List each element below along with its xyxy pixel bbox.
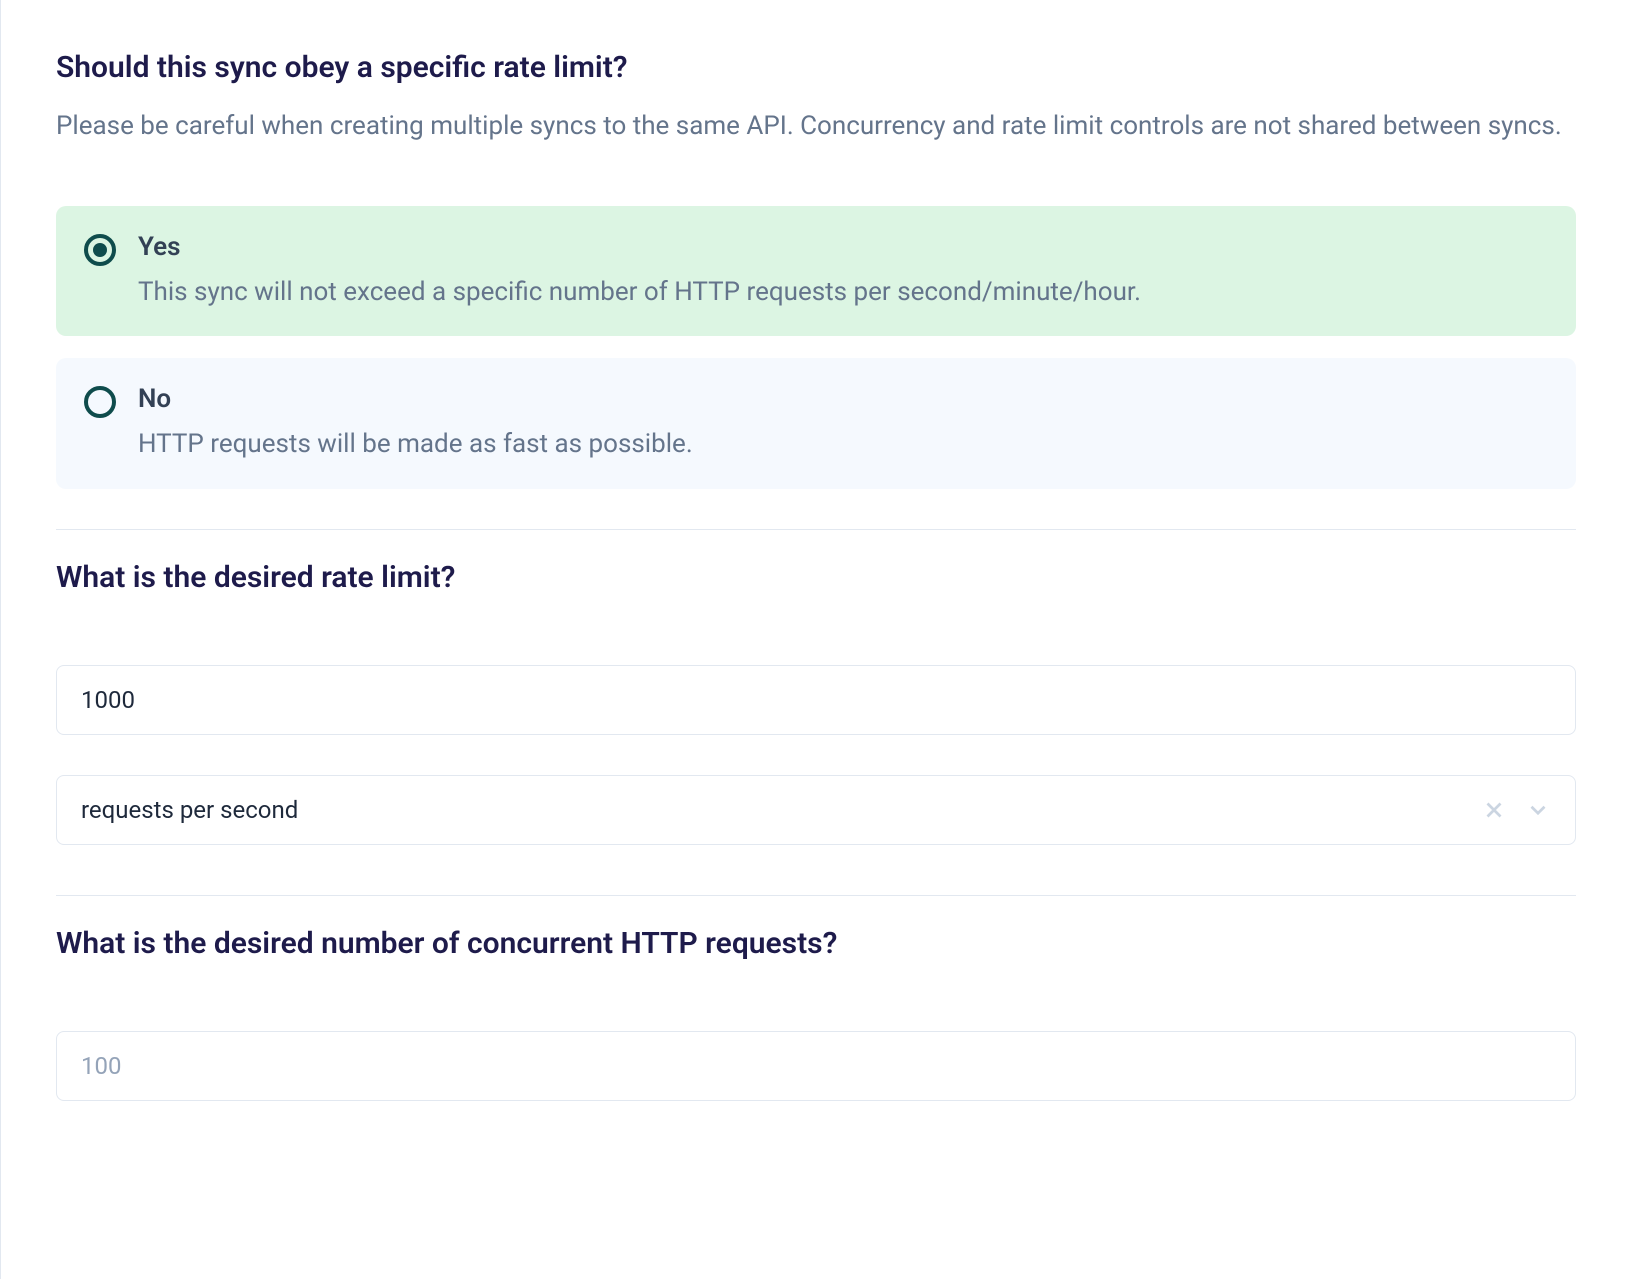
section-divider — [56, 529, 1576, 530]
radio-description-yes: This sync will not exceed a specific num… — [138, 274, 1548, 310]
rate-limit-question-title: Should this sync obey a specific rate li… — [56, 50, 1576, 85]
select-icons — [1481, 797, 1551, 823]
radio-label-yes: Yes — [138, 232, 1548, 262]
concurrency-section: What is the desired number of concurrent… — [56, 926, 1576, 1141]
rate-limit-question-description: Please be careful when creating multiple… — [56, 107, 1576, 146]
concurrency-title: What is the desired number of concurrent… — [56, 926, 1576, 961]
radio-content: No HTTP requests will be made as fast as… — [138, 384, 1548, 462]
radio-content: Yes This sync will not exceed a specific… — [138, 232, 1548, 310]
rate-limit-section: Should this sync obey a specific rate li… — [56, 50, 1576, 489]
radio-option-yes[interactable]: Yes This sync will not exceed a specific… — [56, 206, 1576, 336]
chevron-down-icon — [1525, 797, 1551, 823]
rate-limit-value-title: What is the desired rate limit? — [56, 560, 1576, 595]
radio-circle-icon — [84, 386, 116, 418]
radio-label-no: No — [138, 384, 1548, 414]
clear-icon[interactable] — [1481, 797, 1507, 823]
section-divider — [56, 895, 1576, 896]
concurrency-input[interactable] — [56, 1031, 1576, 1101]
settings-form: Should this sync obey a specific rate li… — [0, 0, 1631, 1279]
rate-limit-value-input[interactable] — [56, 665, 1576, 735]
radio-description-no: HTTP requests will be made as fast as po… — [138, 426, 1548, 462]
radio-option-no[interactable]: No HTTP requests will be made as fast as… — [56, 358, 1576, 488]
radio-circle-icon — [84, 234, 116, 266]
rate-limit-unit-value: requests per second — [81, 796, 1481, 824]
rate-limit-radio-group: Yes This sync will not exceed a specific… — [56, 206, 1576, 489]
rate-limit-unit-select[interactable]: requests per second — [56, 775, 1576, 845]
rate-limit-value-section: What is the desired rate limit? requests… — [56, 560, 1576, 845]
